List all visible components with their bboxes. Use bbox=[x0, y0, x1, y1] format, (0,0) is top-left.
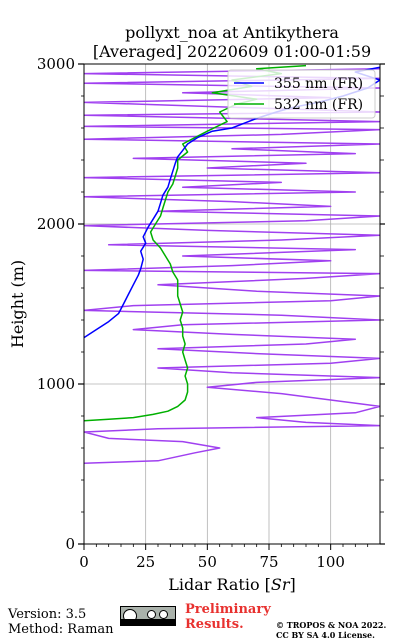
copyright-notice: © TROPOS & NOA 2022. CC BY SA 4.0 Licens… bbox=[276, 620, 386, 640]
legend-label-532nm: 532 nm (FR) bbox=[274, 97, 363, 113]
cc-by-sa-badge-icon bbox=[120, 606, 176, 626]
x-tick-label-50: 50 bbox=[198, 553, 217, 571]
method-text: Method: Raman bbox=[8, 622, 114, 637]
preliminary-results-notice: Preliminary Results. bbox=[185, 602, 271, 632]
x-tick-label-100: 100 bbox=[316, 553, 345, 571]
by-attribution-icon bbox=[147, 610, 156, 619]
preliminary-line-1: Preliminary bbox=[185, 602, 271, 617]
legend-label-355nm: 355 nm (FR) bbox=[274, 76, 363, 92]
legend: 355 nm (FR) 532 nm (FR) bbox=[227, 69, 376, 119]
x-tick-label-75: 75 bbox=[259, 553, 278, 571]
version-text: Version: 3.5 bbox=[8, 607, 87, 622]
y-axis-label: Height (m) bbox=[8, 260, 27, 348]
y-tick-label-0: 0 bbox=[65, 535, 75, 553]
preliminary-line-2: Results. bbox=[185, 617, 244, 632]
y-tick-label-3000: 3000 bbox=[37, 55, 75, 73]
chart-title-line-1: pollyxt_noa at Antikythera bbox=[125, 23, 339, 42]
x-tick-label-0: 0 bbox=[79, 553, 89, 571]
x-axis-label-main: Lidar Ratio [ bbox=[168, 575, 271, 594]
copyright-line-2: CC BY SA 4.0 License. bbox=[276, 630, 375, 640]
x-axis-label: Lidar Ratio [Sr] bbox=[168, 575, 296, 594]
legend-box bbox=[227, 69, 376, 119]
x-axis-label-suffix: ] bbox=[290, 575, 296, 594]
series-line-1 bbox=[84, 64, 307, 422]
chart-title-line-2: [Averaged] 20220609 01:00-01:59 bbox=[93, 42, 371, 61]
cc-badge-strip bbox=[121, 619, 175, 625]
series-lines bbox=[84, 64, 380, 464]
x-axis-label-unit: Sr bbox=[271, 575, 291, 594]
y-tick-label-2000: 2000 bbox=[37, 215, 75, 233]
series-line-2 bbox=[84, 68, 380, 464]
copyright-line-1: © TROPOS & NOA 2022. bbox=[276, 620, 387, 630]
x-tick-label-25: 25 bbox=[136, 553, 155, 571]
y-tick-label-1000: 1000 bbox=[37, 375, 75, 393]
sa-share-alike-icon bbox=[159, 610, 168, 619]
